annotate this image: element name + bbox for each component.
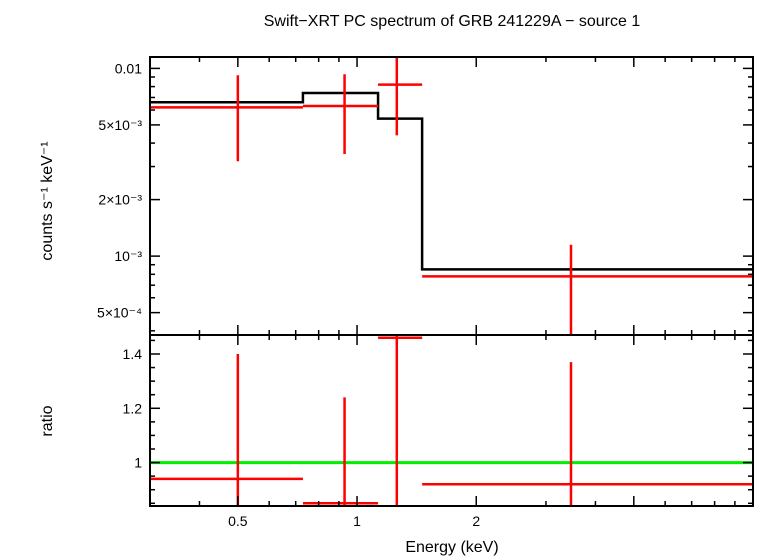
bottom-y-axis-label: ratio [39, 405, 56, 436]
bottom-y-tick-label: 1.4 [123, 346, 143, 362]
top-y-tick-label: 0.01 [115, 60, 142, 76]
x-axis-label: Energy (keV) [405, 539, 498, 556]
x-tick-label: 2 [472, 513, 480, 529]
bottom-y-tick-label: 1 [134, 455, 142, 471]
model-step-line [150, 91, 753, 271]
bottom-panel: 0.5 1 2 1.4 1.2 1 ratio [39, 334, 754, 529]
chart-title: Swift−XRT PC spectrum of GRB 241229A − s… [264, 13, 641, 30]
top-plot-area [150, 57, 753, 335]
bottom-y-tick-label: 1.2 [123, 400, 143, 416]
x-tick-label: 0.5 [228, 513, 248, 529]
x-tick-label: 1 [353, 513, 361, 529]
bottom-ticks: 0.5 1 2 1.4 1.2 1 [123, 335, 754, 529]
top-y-tick-label: 5×10⁻⁴ [97, 305, 142, 321]
bottom-plot-area [150, 335, 753, 506]
top-ticks: 0.01 5×10⁻³ 2×10⁻³ 10⁻³ 5×10⁻⁴ [97, 57, 754, 335]
top-y-axis-label: counts s⁻¹ keV⁻¹ [39, 141, 56, 260]
top-y-tick-label: 10⁻³ [114, 248, 142, 264]
bottom-panel-frame [149, 334, 754, 507]
top-y-tick-label: 5×10⁻³ [98, 117, 142, 133]
top-panel: 0.01 5×10⁻³ 2×10⁻³ 10⁻³ 5×10⁻⁴ counts s⁻¹ ke… [39, 56, 754, 336]
top-panel-frame [149, 56, 754, 336]
top-y-tick-label: 2×10⁻³ [98, 192, 142, 208]
